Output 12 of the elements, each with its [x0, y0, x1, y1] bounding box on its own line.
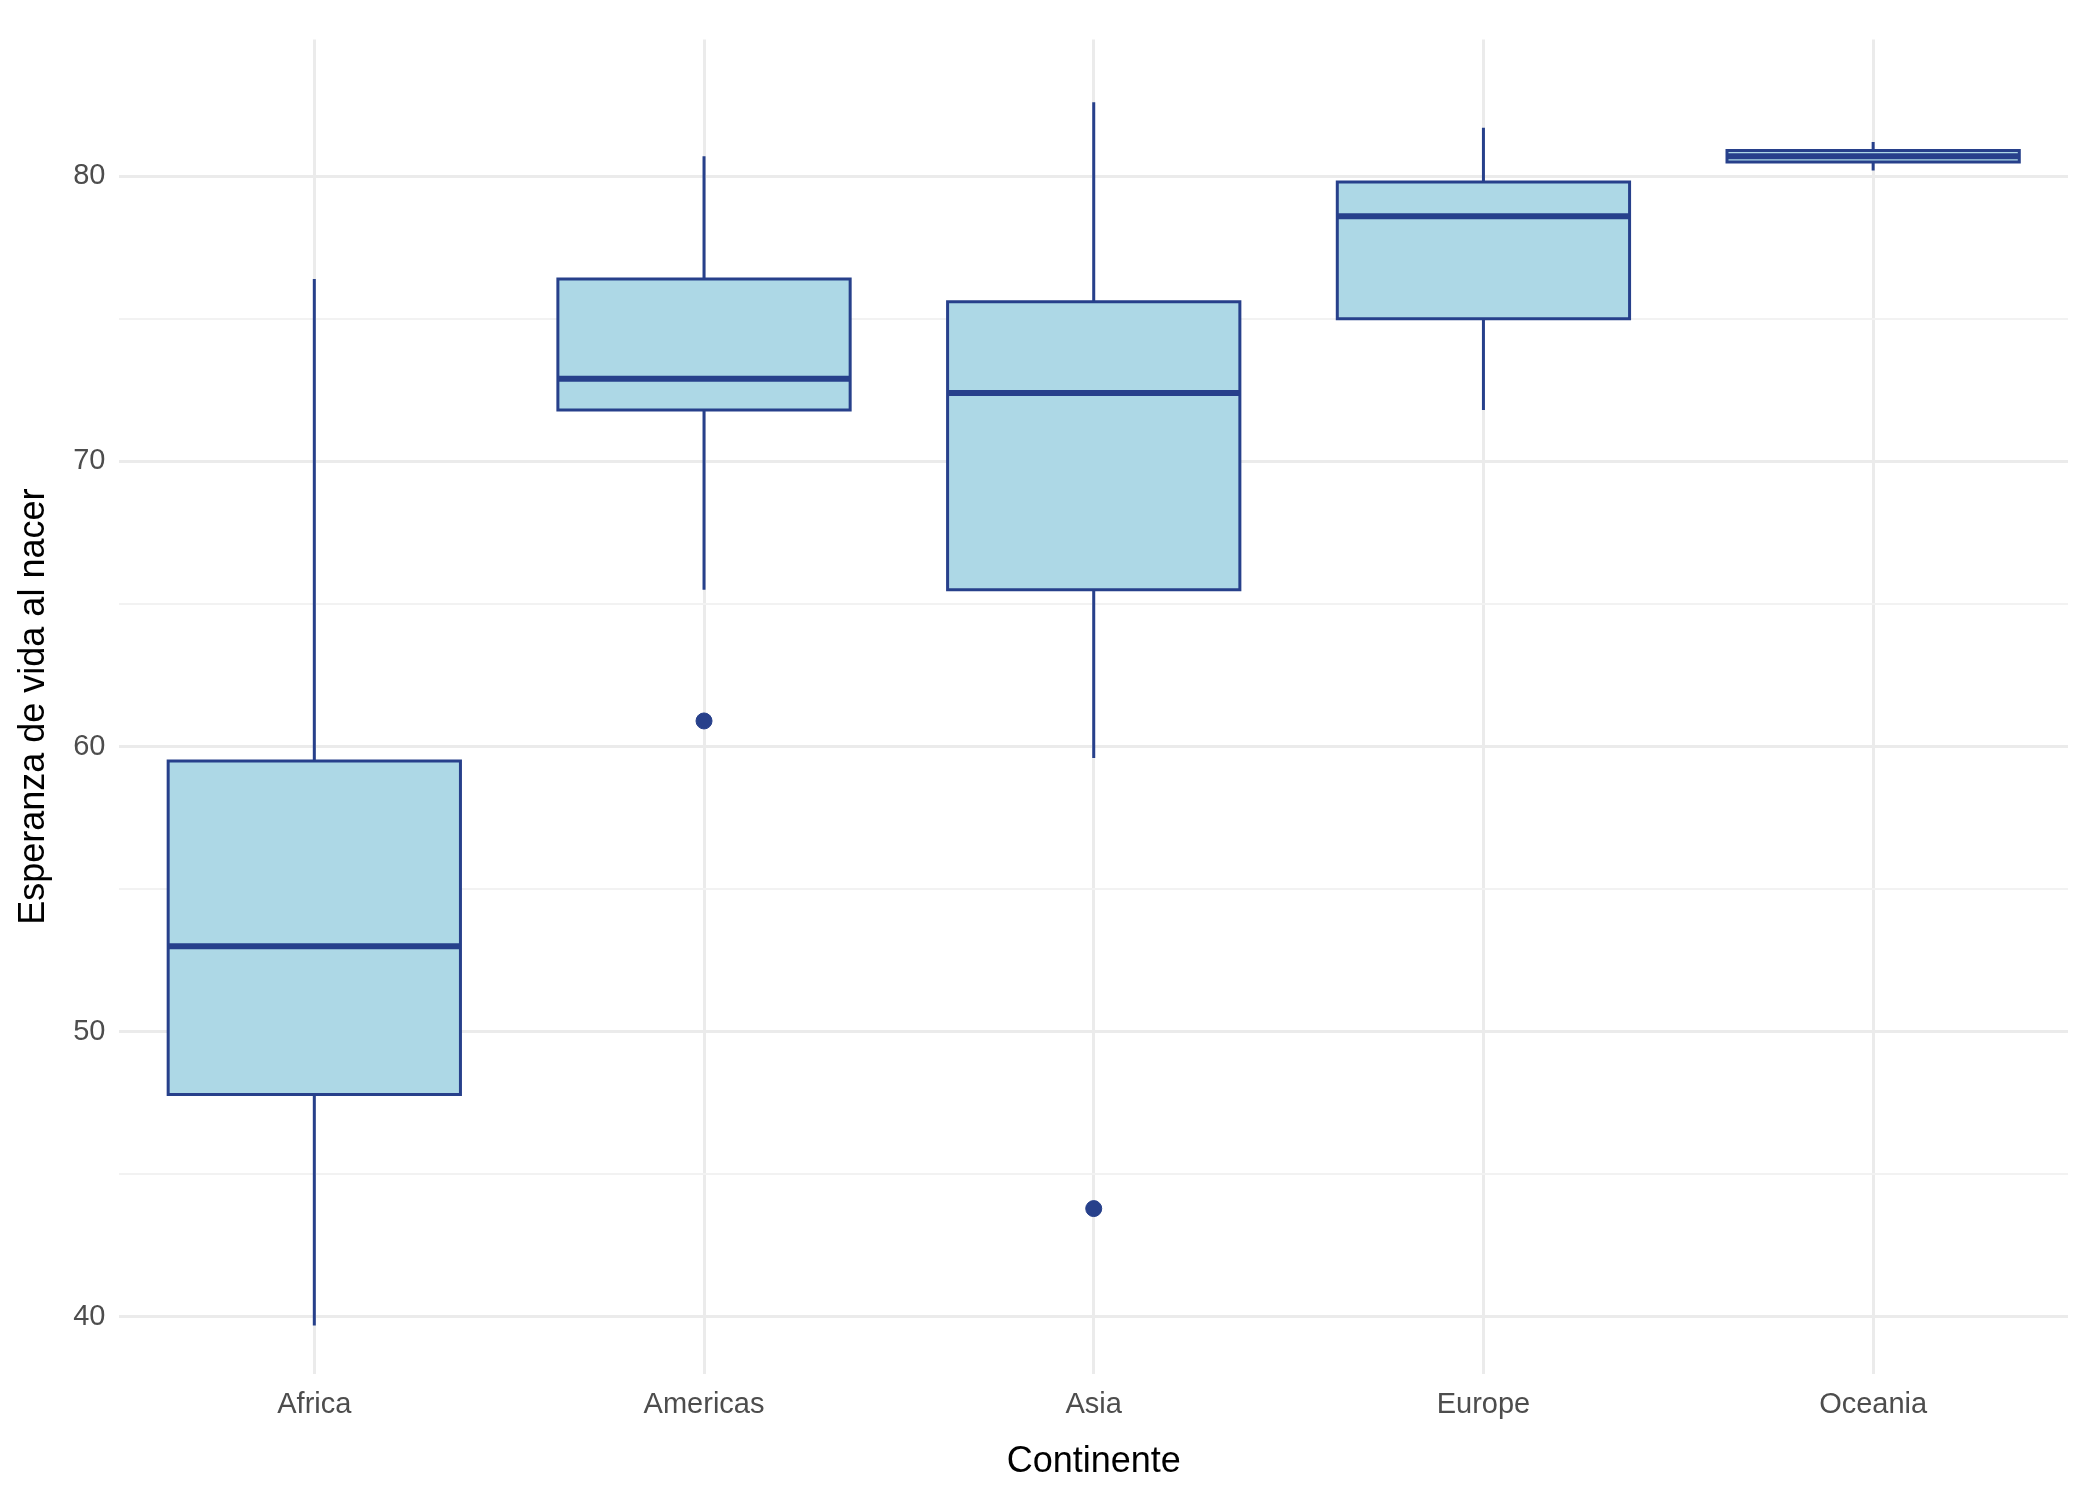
y-axis-title: Esperanza de vida al nacer — [10, 488, 52, 925]
x-tick-label: Asia — [1065, 1387, 1123, 1420]
x-tick-label: Africa — [277, 1387, 353, 1420]
y-tick-label: 80 — [73, 158, 106, 191]
x-tick-label: Oceania — [1819, 1387, 1929, 1420]
x-axis-title: Continente — [1006, 1439, 1181, 1481]
x-tick-label: Americas — [643, 1387, 765, 1420]
x-tick-label: Europe — [1436, 1387, 1531, 1420]
y-tick-label: 70 — [73, 443, 106, 476]
y-tick-label: 40 — [73, 1298, 106, 1331]
y-tick-label: 50 — [73, 1013, 106, 1046]
y-tick-label: 60 — [73, 728, 106, 761]
